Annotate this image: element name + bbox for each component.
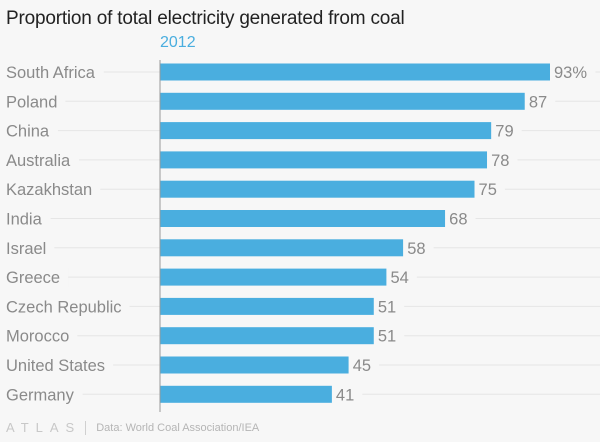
value-mask (331, 384, 363, 405)
value-label: 51 (378, 298, 396, 316)
bar (160, 356, 349, 374)
category-label: Israel (6, 240, 46, 258)
value-mask (445, 208, 476, 229)
bar (160, 151, 488, 169)
value-mask (487, 149, 518, 170)
bar (160, 268, 387, 286)
category-label: South Africa (6, 64, 96, 82)
source-note: Data: World Coal Association/IEA (96, 421, 260, 434)
category-label: United States (6, 357, 105, 375)
value-label: 87 (529, 93, 547, 111)
label-mask (0, 237, 55, 258)
value-label: 93% (554, 64, 587, 82)
value-mask (550, 62, 596, 82)
label-mask (0, 179, 101, 200)
label-mask (0, 296, 130, 317)
series-label: 2012 (160, 34, 196, 51)
category-label: China (6, 123, 50, 141)
label-mask (0, 384, 83, 405)
value-mask (524, 91, 556, 112)
category-label: Greece (6, 269, 60, 287)
label-mask (0, 149, 80, 170)
value-mask (386, 267, 417, 288)
value-label: 79 (495, 123, 513, 141)
label-mask (0, 120, 58, 141)
value-mask (348, 355, 380, 375)
category-label: Germany (6, 386, 75, 404)
value-label: 51 (378, 328, 396, 346)
footer: ATLAS Data: World Coal Association/IEA (6, 420, 259, 435)
chart-title: Proportion of total electricity generate… (6, 8, 405, 29)
label-mask (0, 91, 66, 112)
label-mask (0, 267, 69, 288)
value-mask (403, 237, 434, 258)
value-mask (474, 179, 505, 200)
category-label: Poland (6, 93, 57, 111)
value-label: 75 (479, 181, 497, 199)
footer-divider (85, 420, 87, 435)
value-label: 54 (390, 269, 408, 287)
label-mask (0, 325, 78, 346)
category-label: Morocco (6, 328, 69, 346)
bar (160, 239, 404, 257)
bar (160, 92, 525, 110)
category-label: Australia (6, 152, 71, 170)
bar (160, 385, 332, 403)
atlas-logo: ATLAS (6, 420, 82, 435)
bar (160, 210, 446, 227)
value-mask (491, 120, 522, 141)
bar (160, 327, 374, 345)
category-label: India (6, 211, 43, 229)
value-label: 78 (491, 152, 509, 170)
value-label: 58 (407, 240, 425, 258)
category-label: Czech Republic (6, 298, 122, 316)
bar (160, 297, 374, 315)
value-mask (373, 325, 405, 346)
label-mask (0, 355, 114, 375)
value-label: 41 (336, 386, 354, 404)
value-mask (373, 296, 405, 317)
category-label: Kazakhstan (6, 181, 92, 199)
bar (160, 63, 550, 81)
label-mask (0, 208, 51, 229)
bar (160, 180, 475, 198)
value-label: 68 (449, 211, 467, 229)
bar (160, 122, 492, 140)
label-mask (0, 62, 104, 82)
value-label: 45 (353, 357, 371, 375)
